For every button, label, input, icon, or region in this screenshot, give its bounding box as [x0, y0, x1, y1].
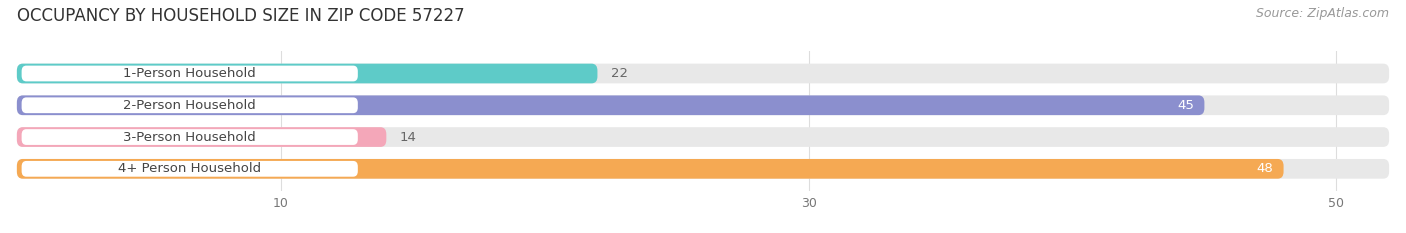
- FancyBboxPatch shape: [17, 159, 1284, 179]
- Text: 22: 22: [610, 67, 627, 80]
- FancyBboxPatch shape: [17, 64, 598, 83]
- Text: 14: 14: [399, 130, 416, 144]
- Text: 48: 48: [1257, 162, 1272, 175]
- FancyBboxPatch shape: [17, 64, 1389, 83]
- Text: 4+ Person Household: 4+ Person Household: [118, 162, 262, 175]
- Text: OCCUPANCY BY HOUSEHOLD SIZE IN ZIP CODE 57227: OCCUPANCY BY HOUSEHOLD SIZE IN ZIP CODE …: [17, 7, 464, 25]
- FancyBboxPatch shape: [17, 127, 387, 147]
- Text: 1-Person Household: 1-Person Household: [124, 67, 256, 80]
- FancyBboxPatch shape: [21, 97, 357, 113]
- Text: 3-Person Household: 3-Person Household: [124, 130, 256, 144]
- Text: 45: 45: [1177, 99, 1194, 112]
- FancyBboxPatch shape: [17, 127, 1389, 147]
- FancyBboxPatch shape: [17, 159, 1389, 179]
- Text: 2-Person Household: 2-Person Household: [124, 99, 256, 112]
- FancyBboxPatch shape: [17, 96, 1205, 115]
- FancyBboxPatch shape: [21, 129, 357, 145]
- FancyBboxPatch shape: [17, 96, 1389, 115]
- FancyBboxPatch shape: [21, 161, 357, 177]
- FancyBboxPatch shape: [21, 66, 357, 81]
- Text: Source: ZipAtlas.com: Source: ZipAtlas.com: [1256, 7, 1389, 20]
